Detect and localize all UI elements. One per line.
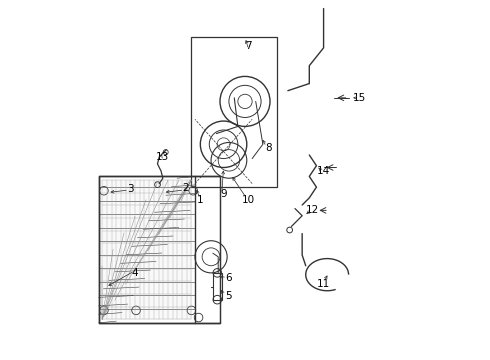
Bar xyxy=(98,176,220,323)
Text: 8: 8 xyxy=(265,143,271,153)
Text: 15: 15 xyxy=(353,93,366,103)
Text: 7: 7 xyxy=(245,41,252,51)
Text: 5: 5 xyxy=(225,291,232,301)
Bar xyxy=(213,273,222,300)
Bar xyxy=(192,37,277,187)
Text: 11: 11 xyxy=(317,279,330,289)
Text: 4: 4 xyxy=(131,268,138,278)
Bar xyxy=(98,176,220,323)
Text: 10: 10 xyxy=(242,195,255,204)
Text: 9: 9 xyxy=(220,189,227,199)
Text: 1: 1 xyxy=(197,195,204,204)
Text: 14: 14 xyxy=(317,166,330,176)
Text: 12: 12 xyxy=(306,205,319,215)
Text: 2: 2 xyxy=(183,183,189,193)
Text: 6: 6 xyxy=(225,273,232,283)
Text: 13: 13 xyxy=(156,152,170,162)
Text: 3: 3 xyxy=(127,184,134,194)
